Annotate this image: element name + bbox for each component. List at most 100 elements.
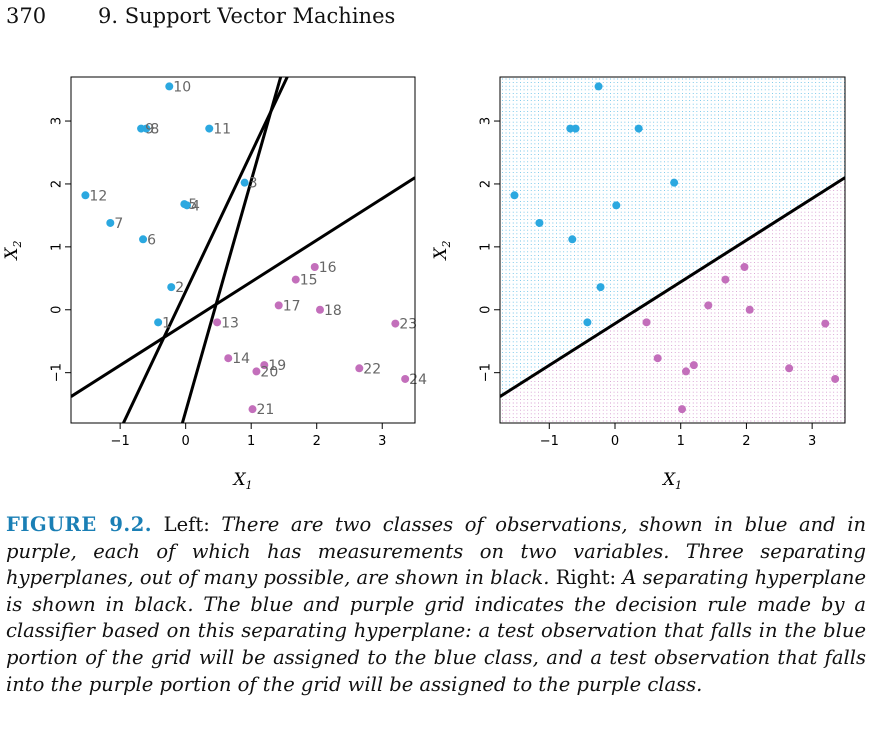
- data-point: [634, 124, 643, 133]
- decision-grid: [502, 78, 845, 422]
- data-point: [510, 191, 519, 200]
- y-tick-label: 3: [479, 117, 494, 125]
- caption-right-label: Right:: [555, 566, 617, 590]
- y-tick-label: 2: [479, 180, 494, 188]
- data-point: [653, 354, 662, 363]
- data-point: [612, 201, 621, 210]
- point-label: 14: [232, 351, 250, 367]
- x-tick-label: 1: [677, 434, 685, 449]
- data-point: [670, 178, 679, 187]
- caption-right-text: A separating hyperplane is shown in blac…: [6, 566, 867, 696]
- caption-left-label: Left:: [163, 513, 210, 536]
- data-point: [596, 283, 605, 292]
- data-point: [315, 305, 324, 314]
- data-point: [165, 82, 174, 91]
- x-tick-label: 3: [808, 434, 816, 449]
- point-label: 19: [268, 358, 286, 374]
- data-point: [566, 124, 575, 133]
- point-label: 2: [175, 280, 184, 296]
- point-label: 18: [324, 303, 342, 319]
- point-label: 13: [221, 315, 239, 331]
- x-tick-label: 2: [313, 434, 321, 449]
- data-point: [154, 318, 163, 327]
- data-point: [224, 354, 233, 363]
- data-point: [81, 191, 90, 200]
- data-point: [821, 319, 830, 328]
- data-point: [831, 374, 840, 383]
- data-point: [689, 361, 698, 370]
- point-label: 4: [191, 198, 200, 214]
- data-point: [260, 361, 269, 370]
- data-point: [137, 124, 146, 133]
- chapter-title: 9. Support Vector Machines: [98, 4, 396, 28]
- point-label: 9: [145, 122, 154, 138]
- y-tick-label: 0: [479, 306, 494, 314]
- grid-blue-region: [502, 78, 845, 393]
- data-point: [240, 178, 249, 187]
- data-point: [106, 218, 115, 227]
- plot-frame: [499, 76, 846, 424]
- hyperplane-line: [71, 176, 415, 398]
- point-label: 22: [363, 361, 381, 377]
- data-point: [205, 124, 214, 133]
- data-point: [785, 364, 794, 373]
- data-point: [139, 235, 148, 244]
- y-tick-label: −1: [479, 363, 494, 382]
- y-tick-label: 1: [50, 243, 65, 251]
- y-axis-title: X2: [2, 240, 24, 261]
- page-header: 370 9. Support Vector Machines: [6, 4, 866, 32]
- x-axis-title: X1: [661, 470, 682, 492]
- x-tick-label: 3: [378, 434, 386, 449]
- data-point: [252, 367, 261, 376]
- data-point: [401, 374, 410, 383]
- data-point: [721, 275, 730, 284]
- point-label: 3: [249, 176, 258, 192]
- point-label: 17: [283, 298, 301, 314]
- grid-purple-region: [502, 179, 845, 422]
- y-tick-label: 1: [479, 243, 494, 251]
- point-label: 23: [399, 317, 417, 333]
- hyperplane-line: [180, 77, 283, 423]
- point-label: 24: [409, 372, 427, 388]
- point-label: 21: [257, 402, 275, 418]
- data-point: [274, 301, 283, 310]
- data-point: [291, 275, 300, 284]
- data-point: [681, 367, 690, 376]
- hyperplane-line: [122, 77, 289, 423]
- x-tick-label: 2: [742, 434, 750, 449]
- point-label: 20: [260, 364, 278, 380]
- data-point: [535, 218, 544, 227]
- x-tick-label: 1: [247, 434, 255, 449]
- point-label: 1: [162, 315, 171, 331]
- point-label: 8: [150, 122, 159, 138]
- data-point: [568, 235, 577, 244]
- page-number: 370: [6, 4, 47, 28]
- figure-caption: FIGURE 9.2. Left: There are two classes …: [6, 512, 866, 698]
- data-point: [740, 262, 749, 271]
- data-point: [745, 305, 754, 314]
- hyperplane-line: [500, 176, 845, 398]
- x-tick-label: 0: [611, 434, 619, 449]
- y-tick-label: 0: [50, 306, 65, 314]
- data-point: [213, 318, 222, 327]
- point-label: 7: [114, 216, 123, 232]
- y-tick-label: 3: [49, 117, 64, 125]
- point-label: 5: [188, 197, 197, 213]
- data-point: [355, 364, 364, 373]
- data-point: [391, 319, 400, 328]
- caption-left-text: There are two classes of observations, s…: [6, 513, 867, 590]
- data-point: [167, 283, 176, 292]
- y-tick-label: −1: [50, 363, 65, 382]
- data-point: [594, 82, 603, 91]
- point-label: 15: [300, 273, 318, 289]
- point-label: 11: [213, 122, 231, 138]
- point-label: 16: [319, 260, 337, 276]
- y-axis-title: X2: [431, 240, 453, 261]
- data-point: [642, 318, 651, 327]
- x-axis-title: X1: [231, 470, 252, 492]
- data-point: [310, 262, 319, 271]
- point-label: 12: [89, 188, 107, 204]
- data-point: [678, 405, 687, 414]
- x-tick-label: −1: [111, 434, 130, 449]
